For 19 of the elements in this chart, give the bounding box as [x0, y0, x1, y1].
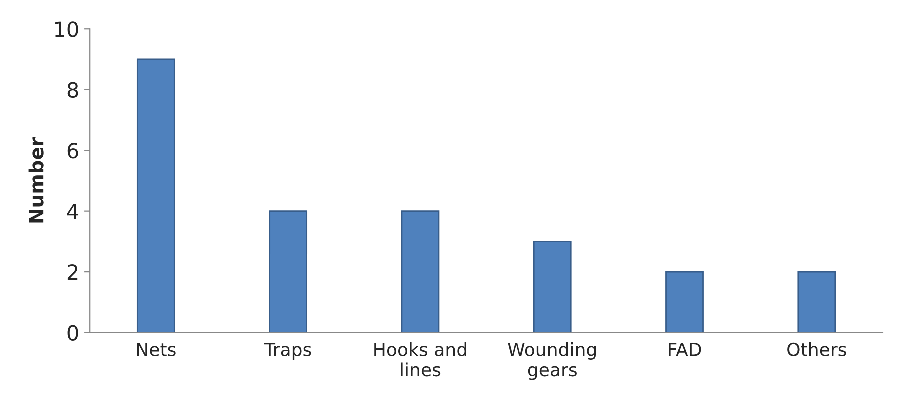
y-tick-label: 2	[68, 264, 78, 280]
bar	[269, 210, 308, 333]
y-tick-label: 6	[68, 143, 78, 159]
y-tick-label: 0	[68, 325, 78, 342]
x-tick-label: Traps	[264, 343, 312, 360]
y-axis-title: Number	[28, 137, 44, 223]
x-tick-label: Hooks and lines	[374, 342, 466, 377]
bar	[666, 271, 704, 333]
x-tick-label: Nets	[137, 343, 176, 356]
bar	[136, 58, 176, 333]
bar	[533, 241, 572, 333]
bar	[401, 210, 440, 333]
x-tick-label: Wounding gears	[508, 342, 596, 380]
y-tick-label: 4	[67, 204, 79, 220]
x-tick-label: Others	[788, 342, 846, 356]
bar	[798, 271, 836, 333]
x-tick-label: FAD	[669, 343, 702, 356]
y-tick-label: 10	[55, 22, 78, 38]
y-tick-label: 8	[68, 82, 78, 98]
